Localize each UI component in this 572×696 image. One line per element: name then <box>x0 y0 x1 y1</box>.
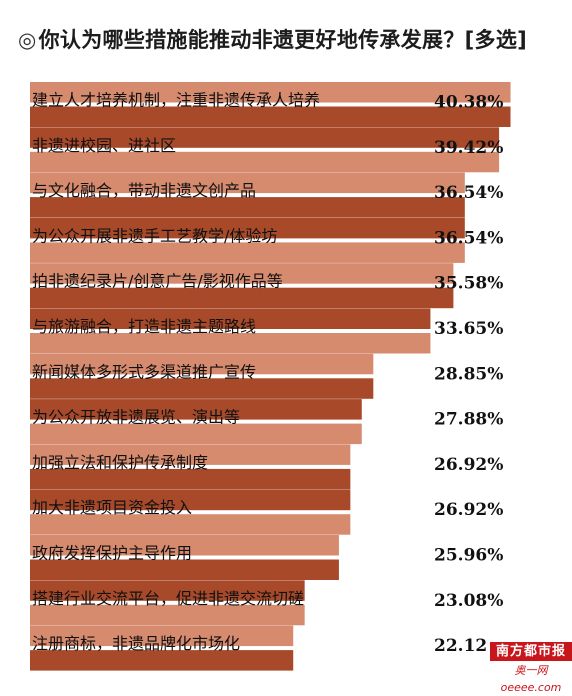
bar-chart: 建立人才培养机制，注重非遗传承人培养 40.38% 非遗进校园、进社区 39.42% 与… <box>30 82 511 671</box>
logo-site: 奥一网 oeeee.com <box>500 664 562 694</box>
logo-brand: 南方都市报 <box>490 642 572 661</box>
value-label-4: 36.54% <box>434 228 503 248</box>
bar-lower-1 <box>30 106 511 127</box>
bar-upper-13 <box>30 625 294 647</box>
bar-upper-7 <box>30 353 374 375</box>
value-label-5: 35.58% <box>434 274 503 294</box>
category-label-9: 加强立法和保护传承制度 <box>32 453 208 472</box>
category-label-3: 与文化融合，带动非遗文创产品 <box>32 181 256 200</box>
bar-lower-3 <box>30 197 465 218</box>
bar-upper-6 <box>30 308 431 329</box>
bar-lower-4 <box>30 242 465 263</box>
bar-upper-1 <box>30 82 511 103</box>
value-label-13: 22.12 <box>434 636 487 656</box>
category-label-5: 拍非遗纪录片/创意广告/影视作品等 <box>32 272 283 291</box>
category-label-11: 政府发挥保护主导作用 <box>32 544 192 563</box>
bar-lower-10 <box>30 514 351 535</box>
bar-upper-8 <box>30 399 362 420</box>
bar-lower-13 <box>30 650 294 671</box>
title-text: 你认为哪些措施能推动非遗更好地传承发展？[多选] <box>38 28 528 52</box>
value-label-3: 36.54% <box>434 183 503 203</box>
bar-upper-2 <box>30 127 500 148</box>
bar-upper-3 <box>30 172 465 194</box>
bar-upper-9 <box>30 444 351 465</box>
value-label-9: 26.92% <box>434 455 503 475</box>
value-label-8: 27.88% <box>434 410 503 430</box>
value-label-11: 25.96% <box>434 546 503 566</box>
category-label-1: 建立人才培养机制，注重非遗传承人培养 <box>32 91 320 110</box>
bar-lower-6 <box>30 333 431 354</box>
category-label-2: 非遗进校园、进社区 <box>32 136 176 155</box>
category-label-4: 为公众开展非遗手工艺教学/体验坊 <box>32 226 277 245</box>
newspaper-logo: 南方都市报 奥一网 oeeee.com <box>490 642 572 694</box>
bar-upper-10 <box>30 489 351 511</box>
bar-upper-4 <box>30 217 465 239</box>
category-label-8: 为公众开放非遗展览、演出等 <box>32 408 240 427</box>
value-label-7: 28.85% <box>434 364 503 384</box>
value-label-12: 23.08% <box>434 591 503 611</box>
title-mark: ◎ <box>18 28 37 52</box>
chart-title: ◎你认为哪些措施能推动非遗更好地传承发展？[多选] <box>18 24 527 54</box>
bar-upper-11 <box>30 535 339 556</box>
bar-lower-9 <box>30 468 351 490</box>
category-label-13: 注册商标，非遗品牌化市场化 <box>32 634 240 653</box>
category-label-7: 新闻媒体多形式多渠道推广宣传 <box>32 362 256 381</box>
value-label-10: 26.92% <box>434 500 503 520</box>
bar-lower-5 <box>30 287 454 309</box>
value-label-6: 33.65% <box>434 319 503 339</box>
bar-lower-12 <box>30 604 305 626</box>
value-label-2: 39.42% <box>434 138 503 158</box>
bar-lower-8 <box>30 423 362 445</box>
bar-lower-2 <box>30 151 500 173</box>
bar-upper-12 <box>30 580 305 601</box>
bar-upper-5 <box>30 263 454 284</box>
bar-lower-11 <box>30 559 339 580</box>
category-label-12: 搭建行业交流平台，促进非遗交流切磋 <box>32 589 304 608</box>
value-label-1: 40.38% <box>434 93 503 113</box>
bar-lower-7 <box>30 378 374 399</box>
category-label-6: 与旅游融合，打造非遗主题路线 <box>32 317 256 336</box>
category-label-10: 加大非遗项目资金投入 <box>32 498 192 517</box>
